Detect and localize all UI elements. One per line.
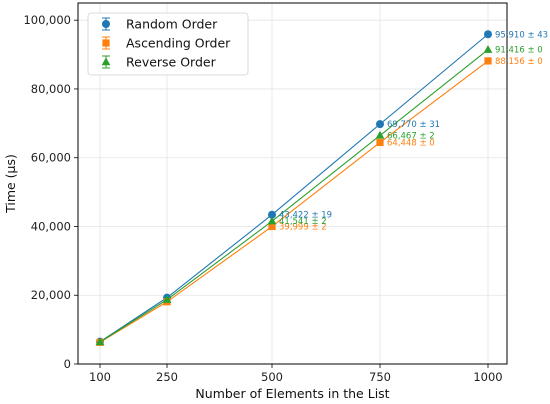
x-tick-label: 100 <box>89 370 111 384</box>
legend-marker-reverse-order <box>101 57 111 66</box>
legend-label-reverse-order: Reverse Order <box>126 55 217 70</box>
data-point-reverse-order <box>162 295 172 303</box>
legend-label-random-order: Random Order <box>126 17 218 32</box>
data-point-reverse-order <box>267 216 277 225</box>
data-label-random-order: 69,770 ± 31 <box>387 120 440 130</box>
data-label-reverse-order: 66,467 ± 2 <box>387 131 435 141</box>
data-point-random-order <box>268 210 276 219</box>
data-label-ascending-order: 39,999 ± 2 <box>279 222 327 232</box>
data-label-random-order: 95,910 ± 43 <box>495 30 548 40</box>
data-point-ascending-order <box>484 57 492 65</box>
series-line-ascending-order <box>99 60 489 343</box>
axes: 0 20,000 40,000 60,000 80,000 100,000 100 250 50… <box>23 13 502 384</box>
x-tick-label: 250 <box>156 370 178 384</box>
data-point-reverse-order <box>375 130 385 139</box>
y-axis-title: Time (µs) <box>3 154 18 214</box>
x-axis-title: Number of Elements in the List <box>195 386 389 401</box>
y-tick-label: 20,000 <box>31 288 71 302</box>
series-layer <box>95 30 493 346</box>
data-point-random-order <box>376 120 384 129</box>
legend-box <box>87 12 249 76</box>
legend-marker-random-order <box>102 20 110 28</box>
legend-marker-ascending-order <box>102 39 110 47</box>
legend-label-ascending-order: Ascending Order <box>126 36 231 51</box>
y-tick-label: 100,000 <box>23 13 71 27</box>
legend: Random Order Ascending Order Reverse Order <box>87 12 249 76</box>
plot-frame <box>77 2 508 365</box>
data-label-random-order: 43,422 ± 19 <box>279 211 332 221</box>
data-point-reverse-order <box>483 45 493 53</box>
x-tick-label: 1000 <box>473 370 502 384</box>
data-point-random-order <box>484 30 492 39</box>
data-label-reverse-order: 91,416 ± 0 <box>495 46 543 56</box>
data-label-reverse-order: 41,541 ± 2 <box>279 217 327 227</box>
data-label-ascending-order: 64,448 ± 0 <box>387 138 435 148</box>
data-label-ascending-order: 88,156 ± 0 <box>495 57 543 67</box>
data-point-ascending-order <box>376 138 384 147</box>
x-tick-label: 750 <box>369 370 391 384</box>
data-point-reverse-order <box>95 337 105 346</box>
y-tick-label: 80,000 <box>31 82 71 96</box>
data-point-ascending-order <box>268 222 276 231</box>
y-tick-label: 0 <box>64 357 71 371</box>
x-tick-label: 500 <box>261 370 283 384</box>
y-tick-label: 40,000 <box>31 219 71 233</box>
data-labels: 43,422 ± 19 69,770 ± 31 95,910 ± 43 39,999 … <box>279 30 548 232</box>
y-tick-label: 60,000 <box>31 151 71 165</box>
